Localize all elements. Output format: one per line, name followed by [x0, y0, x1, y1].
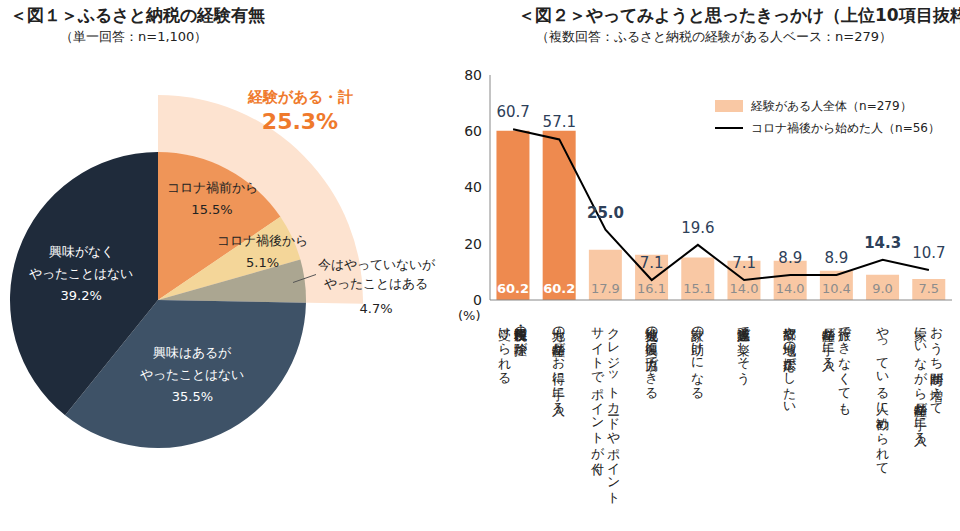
html-text:経験がある人全体（n=279）: 経験がある人全体（n=279） [751, 98, 912, 113]
svg-text:クレジットカードやポイント: クレジットカードやポイント [606, 318, 621, 504]
svg-text:40: 40 [464, 179, 482, 195]
svg-text:39.2%: 39.2% [61, 288, 102, 303]
svg-text:15.5%: 15.5% [191, 202, 232, 217]
svg-text:19.6: 19.6 [681, 219, 714, 237]
svg-text:9.0: 9.0 [872, 281, 893, 296]
html-text:経験がある・計: 経験がある・計 [247, 88, 353, 106]
svg-text:35.5%: 35.5% [172, 389, 213, 404]
svg-text:60.2: 60.2 [543, 281, 575, 296]
html-text:（単一回答：n=1,100）: （単一回答：n=1,100） [60, 29, 208, 44]
svg-text:5.1%: 5.1% [246, 255, 279, 270]
svg-text:60.2: 60.2 [497, 281, 529, 296]
svg-text:今はやっていないが: 今はやっていないが [318, 257, 436, 272]
svg-text:0: 0 [473, 292, 482, 308]
svg-text:コロナ禍後から: コロナ禍後から [217, 233, 308, 248]
svg-text:16.1: 16.1 [637, 281, 666, 296]
svg-text:故郷や地域の応援がしたい: 故郷や地域の応援がしたい [783, 318, 798, 411]
svg-text:60.7: 60.7 [496, 103, 529, 121]
svg-text:おうち時間が増えて: おうち時間が増えて [929, 318, 944, 414]
svg-text:旅行できなくても: 旅行できなくても [837, 318, 852, 415]
svg-text:10.7: 10.7 [912, 244, 945, 262]
svg-text:受けられる: 受けられる [498, 318, 513, 384]
svg-text:住民税・所得税の控除が: 住民税・所得税の控除が [514, 318, 529, 357]
svg-text:サイトでポイントが付く: サイトでポイントが付く [590, 318, 605, 476]
svg-text:20: 20 [464, 236, 482, 252]
svg-text:25.0: 25.0 [587, 204, 624, 222]
svg-text:7.5: 7.5 [918, 281, 939, 296]
svg-text:14.0: 14.0 [776, 281, 805, 296]
svg-text:60: 60 [464, 123, 482, 139]
svg-text:7.1: 7.1 [732, 254, 756, 272]
svg-text:通販感覚で楽しそう: 通販感覚で楽しそう [737, 318, 752, 386]
svg-text:コロナ禍前から: コロナ禍前から [167, 180, 258, 195]
svg-text:14.3: 14.3 [864, 234, 901, 252]
html-text:コロナ禍後から始めた人（n=56）: コロナ禍後から始めた人（n=56） [751, 120, 940, 135]
svg-text:17.9: 17.9 [591, 281, 620, 296]
svg-text:15.1: 15.1 [683, 281, 712, 296]
svg-text:家にいながら特産品が手に入る: 家にいながら特産品が手に入る [913, 318, 928, 447]
svg-text:やったことはない: やったことはない [29, 266, 133, 281]
html-text:（複数回答：ふるさと納税の経験がある人ベース：n=279）: （複数回答：ふるさと納税の経験がある人ベース：n=279） [536, 29, 892, 44]
svg-text:57.1: 57.1 [543, 113, 576, 131]
svg-text:10.4: 10.4 [822, 281, 851, 296]
svg-text:14.0: 14.0 [729, 281, 758, 296]
svg-text:興味がなく: 興味がなく [49, 244, 114, 259]
svg-text:4.7%: 4.7% [359, 301, 392, 316]
svg-text:やったことはある: やったことはある [324, 276, 428, 291]
svg-text:家計の助けになる: 家計の助けになる [690, 318, 705, 399]
html-text:25.3%: 25.3% [261, 109, 339, 134]
svg-text:被災地の復興に協力できる: 被災地の復興に協力できる [644, 318, 659, 399]
svg-text:やったことはない: やったことはない [140, 367, 244, 382]
svg-text:特産品が手に入る: 特産品が手に入る [821, 318, 836, 372]
svg-text:興味はあるが: 興味はあるが [153, 345, 232, 360]
svg-text:やっている人に勧められて: やっている人に勧められて [875, 318, 890, 474]
svg-text:地方の特産品がお得に手に入る: 地方の特産品がお得に手に入る [552, 318, 567, 417]
svg-text:7.1: 7.1 [640, 254, 664, 272]
svg-text:8.9: 8.9 [825, 249, 849, 267]
html-text:＜図１＞ふるさと納税の経験有無: ＜図１＞ふるさと納税の経験有無 [10, 5, 265, 25]
svg-text:80: 80 [464, 67, 482, 83]
svg-text:8.9: 8.9 [778, 249, 802, 267]
